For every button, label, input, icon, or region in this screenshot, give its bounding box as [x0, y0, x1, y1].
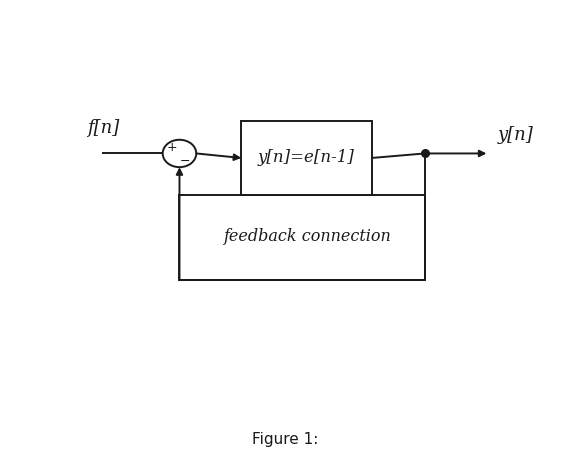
Text: Figure 1:: Figure 1: [252, 432, 318, 447]
Text: −: − [179, 154, 190, 168]
Bar [180, 195, 425, 279]
Text: feedback connection: feedback connection [223, 228, 392, 245]
Text: f[n]: f[n] [87, 119, 119, 137]
Bar [241, 121, 372, 195]
Text: y[n]: y[n] [498, 126, 534, 145]
Text: +: + [166, 141, 177, 154]
Text: y[n]=e[n-1]: y[n]=e[n-1] [258, 149, 355, 167]
